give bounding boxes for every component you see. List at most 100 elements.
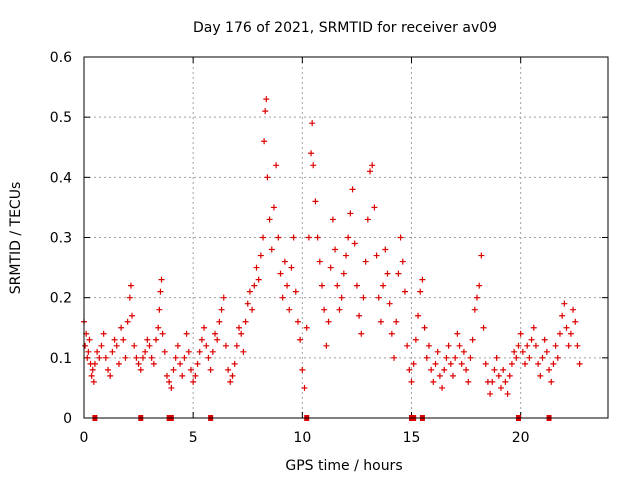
data-point	[246, 288, 253, 295]
data-point	[515, 342, 522, 349]
data-point	[266, 216, 273, 223]
data-point	[349, 186, 356, 193]
data-point	[233, 342, 240, 349]
data-point	[528, 336, 535, 343]
data-point	[369, 162, 376, 169]
data-point	[201, 324, 208, 331]
data-point	[303, 324, 310, 331]
data-point	[522, 360, 529, 367]
data-point	[436, 372, 443, 379]
data-point	[257, 252, 264, 259]
data-point	[343, 252, 349, 259]
data-point	[327, 264, 334, 271]
data-point	[367, 168, 374, 175]
data-point	[297, 336, 304, 343]
data-point	[129, 312, 136, 319]
data-point	[89, 366, 96, 373]
data-point	[133, 354, 140, 361]
data-point	[148, 354, 155, 361]
data-point	[194, 360, 201, 367]
data-point	[231, 360, 238, 367]
data-point	[345, 234, 352, 241]
data-point	[120, 336, 127, 343]
data-point	[452, 354, 459, 361]
data-point	[439, 384, 446, 391]
data-point	[90, 378, 97, 385]
data-point	[508, 360, 515, 367]
data-point	[284, 282, 291, 289]
data-point	[474, 294, 480, 301]
data-point	[212, 330, 218, 337]
data-point	[469, 336, 476, 343]
data-point	[364, 216, 371, 223]
data-point	[386, 300, 393, 307]
data-point	[567, 330, 574, 337]
data-point	[412, 336, 419, 343]
data-point	[294, 318, 301, 325]
data-point	[96, 354, 103, 361]
data-point	[268, 246, 275, 253]
data-point	[401, 288, 408, 295]
data-point	[172, 354, 179, 361]
data-point	[458, 360, 465, 367]
data-point	[526, 354, 533, 361]
data-point	[391, 354, 398, 361]
data-point	[408, 378, 415, 385]
x-tick-label: 20	[512, 430, 530, 446]
data-point	[519, 348, 526, 355]
data-point	[209, 348, 216, 355]
data-point	[288, 264, 295, 271]
data-point	[563, 324, 570, 331]
y-tick-label: 0.5	[50, 110, 72, 126]
data-point	[441, 366, 448, 373]
data-point	[261, 138, 268, 145]
data-point	[139, 354, 146, 361]
data-point	[478, 252, 485, 259]
data-point	[214, 336, 221, 343]
data-point	[487, 390, 494, 397]
data-point	[323, 342, 330, 349]
data-point	[543, 348, 550, 355]
data-point	[504, 390, 511, 397]
data-point	[262, 108, 269, 115]
data-point	[384, 270, 391, 277]
data-point	[249, 306, 256, 313]
data-point	[371, 204, 378, 211]
data-point	[552, 342, 559, 349]
data-point	[465, 378, 472, 385]
data-point	[98, 342, 105, 349]
data-point	[467, 354, 474, 361]
data-point	[253, 264, 260, 271]
data-point	[506, 372, 513, 379]
data-point	[168, 384, 175, 391]
data-point	[500, 366, 507, 373]
data-point	[301, 384, 308, 391]
data-point	[471, 306, 478, 313]
data-point	[502, 378, 509, 385]
y-tick-label: 0.1	[50, 351, 72, 367]
data-point	[181, 354, 188, 361]
data-point	[476, 282, 483, 289]
data-point	[399, 258, 406, 265]
data-point	[362, 258, 369, 265]
x-tick-label: 15	[403, 430, 421, 446]
data-point	[309, 120, 316, 127]
data-point	[86, 336, 93, 343]
data-point	[118, 324, 125, 331]
data-point	[329, 216, 336, 223]
data-point	[332, 246, 339, 253]
y-tick-label: 0	[63, 411, 72, 427]
data-point	[126, 294, 133, 301]
data-point	[482, 360, 489, 367]
data-point	[460, 348, 467, 355]
x-tick-label: 5	[189, 430, 198, 446]
data-point	[105, 366, 112, 373]
data-point	[100, 330, 107, 337]
data-point	[447, 360, 454, 367]
data-point	[251, 282, 258, 289]
data-point	[107, 372, 114, 379]
data-point	[353, 282, 360, 289]
data-point	[124, 318, 131, 325]
data-point	[449, 372, 456, 379]
data-point	[546, 366, 553, 373]
